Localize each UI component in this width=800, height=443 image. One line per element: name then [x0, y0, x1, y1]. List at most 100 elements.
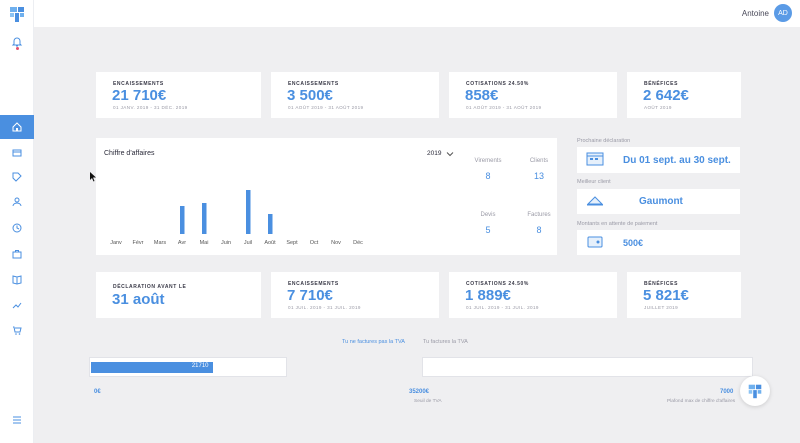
- chevron-down-icon[interactable]: [446, 150, 454, 158]
- stat-label: DÉCLARATION AVANT LE: [113, 284, 187, 290]
- stat-value: 3 500€: [287, 87, 333, 104]
- kpi-value-clients: 13: [533, 171, 544, 181]
- stat-card-cotisations-july: COTISATIONS 24.50% 1 889€ 01 JUIL. 2019 …: [449, 272, 617, 318]
- pending-label: Montants en attente de paiement: [577, 221, 658, 227]
- revenue-bar-chart: Janv Févr Mars Avr Mai Juin Juil Août Sept Oct Nov…: [110, 190, 363, 246]
- stat-label: COTISATIONS 24.50%: [466, 281, 529, 287]
- progress-amount: 21710: [191, 363, 209, 369]
- dashboard: ENCAISSEMENTS 21 710€ 01 JANV. 2019 - 31…: [34, 27, 800, 443]
- x-tick-label: Avr: [178, 240, 186, 246]
- x-tick-label: Août: [264, 240, 276, 246]
- tag-icon[interactable]: [7, 167, 27, 187]
- tab-with-tva[interactable]: Tu factures la TVA: [423, 339, 468, 345]
- progress-threshold-caption: Seuil de TVA: [414, 399, 442, 404]
- x-tick-label: Janv: [110, 240, 122, 246]
- stat-period: JUILLET 2019: [644, 305, 679, 310]
- stat-card-benefices: BÉNÉFICES 2 642€ AOÛT 2019: [627, 72, 741, 118]
- app-logo-icon: [748, 384, 762, 399]
- notification-dot: [16, 47, 19, 50]
- stat-card-benefices-july: BÉNÉFICES 5 821€ JUILLET 2019: [627, 272, 741, 318]
- x-tick-label: Mars: [154, 240, 166, 246]
- progress-ceiling-caption: Plafond max de chiffre d'affaires: [667, 399, 736, 404]
- revenue-chart-card: Chiffre d'affaires 2019 Janv Févr Mars Avr M…: [96, 138, 557, 255]
- stat-value: 1 889€: [465, 287, 511, 304]
- next-declaration-value: Du 01 sept. au 30 sept.: [623, 155, 731, 166]
- sidebar-item-home[interactable]: [0, 115, 34, 139]
- bar-juil[interactable]: [246, 190, 251, 234]
- progress-threshold-value: 35200€: [409, 389, 430, 395]
- stat-label: COTISATIONS 24.50%: [466, 81, 529, 87]
- clock-icon[interactable]: [7, 218, 27, 238]
- stat-value: 2 642€: [643, 87, 689, 104]
- kpi-label-clients: Clients: [529, 158, 549, 164]
- stat-label: ENCAISSEMENTS: [288, 281, 339, 287]
- stat-label: BÉNÉFICES: [644, 281, 679, 287]
- stat-card-declaration: DÉCLARATION AVANT LE 31 août: [96, 272, 261, 318]
- x-tick-label: Sept: [286, 240, 298, 246]
- avatar[interactable]: AD: [774, 4, 792, 22]
- cart-icon[interactable]: [7, 320, 27, 340]
- tab-no-tva[interactable]: Tu ne factures pas la TVA: [342, 339, 405, 345]
- progress-start-label: 0€: [94, 389, 101, 395]
- stat-value: 31 août: [112, 291, 165, 308]
- kpi-label-factures: Factures: [527, 212, 551, 218]
- stat-label: ENCAISSEMENTS: [288, 81, 339, 87]
- stat-label: BÉNÉFICES: [644, 81, 679, 87]
- top-bar: Antoine AD: [34, 0, 800, 27]
- invoice-icon[interactable]: [7, 143, 27, 163]
- sidebar: [0, 0, 34, 443]
- kpi-value-virements: 8: [485, 171, 491, 181]
- stat-period: 01 AOÛT 2019 - 31 AOÛT 2019: [288, 105, 364, 110]
- trend-icon[interactable]: [7, 295, 27, 315]
- app-logo-icon[interactable]: [7, 4, 27, 24]
- help-chat-button[interactable]: [740, 376, 770, 406]
- stat-period: 01 JUIL. 2019 - 31 JUIL. 2019: [466, 305, 539, 310]
- kpi-label-virements: Virements: [474, 158, 502, 164]
- progress-ceiling-value: 7000: [720, 389, 734, 395]
- bar-avr[interactable]: [180, 206, 185, 234]
- stat-card-encaissements-july: ENCAISSEMENTS 7 710€ 01 JUIL. 2019 - 31 …: [271, 272, 439, 318]
- x-tick-label: Nov: [331, 240, 341, 246]
- calendar-icon: [586, 152, 604, 166]
- bell-icon[interactable]: [7, 32, 27, 52]
- stat-card-encaissements-month: ENCAISSEMENTS 3 500€ 01 AOÛT 2019 - 31 A…: [271, 72, 439, 118]
- stat-card-cotisations: COTISATIONS 24.50% 858€ 01 AOÛT 2019 - 3…: [449, 72, 617, 118]
- user-name[interactable]: Antoine: [741, 9, 769, 18]
- pending-value: 500€: [623, 238, 644, 248]
- bar-mai[interactable]: [202, 203, 207, 234]
- kpi-value-factures: 8: [536, 225, 542, 235]
- stat-card-encaissements-year: ENCAISSEMENTS 21 710€ 01 JANV. 2019 - 31…: [96, 72, 261, 118]
- stat-value: 5 821€: [643, 287, 689, 304]
- x-tick-label: Déc: [353, 240, 363, 246]
- stat-value: 858€: [465, 87, 499, 104]
- chart-title: Chiffre d'affaires: [104, 150, 155, 157]
- trophy-icon: [586, 196, 604, 206]
- x-tick-label: Juil: [244, 240, 252, 246]
- stat-label: ENCAISSEMENTS: [113, 81, 164, 87]
- next-declaration-label: Prochaine déclaration: [577, 138, 631, 144]
- best-client-card[interactable]: Gaumont: [577, 189, 740, 214]
- wallet-icon: [587, 236, 603, 248]
- kpi-value-devis: 5: [485, 225, 491, 235]
- next-declaration-card[interactable]: Du 01 sept. au 30 sept.: [577, 147, 740, 173]
- progress-fill: 21710: [91, 362, 213, 373]
- stat-period: AOÛT 2019: [644, 105, 672, 110]
- book-icon[interactable]: [7, 269, 27, 289]
- stat-period: 01 JANV. 2019 - 31 DÉC. 2019: [113, 105, 188, 110]
- briefcase-icon[interactable]: [7, 244, 27, 264]
- kpi-label-devis: Devis: [480, 212, 496, 218]
- stat-period: 01 AOÛT 2019 - 31 AOÛT 2019: [466, 105, 542, 110]
- menu-icon[interactable]: [7, 410, 27, 430]
- user-icon[interactable]: [7, 192, 27, 212]
- year-select[interactable]: 2019: [427, 150, 442, 157]
- stat-value: 21 710€: [112, 87, 167, 104]
- tva-threshold-progress: 21710: [89, 357, 287, 377]
- bar-août[interactable]: [268, 214, 273, 234]
- mouse-cursor-icon: [90, 172, 96, 182]
- ca-ceiling-progress: [422, 357, 753, 377]
- pending-card[interactable]: 500€: [577, 230, 740, 255]
- x-tick-label: Mai: [200, 240, 209, 246]
- x-tick-label: Févr: [133, 240, 144, 246]
- best-client-label: Meilleur client: [577, 179, 611, 185]
- x-tick-label: Oct: [310, 240, 319, 246]
